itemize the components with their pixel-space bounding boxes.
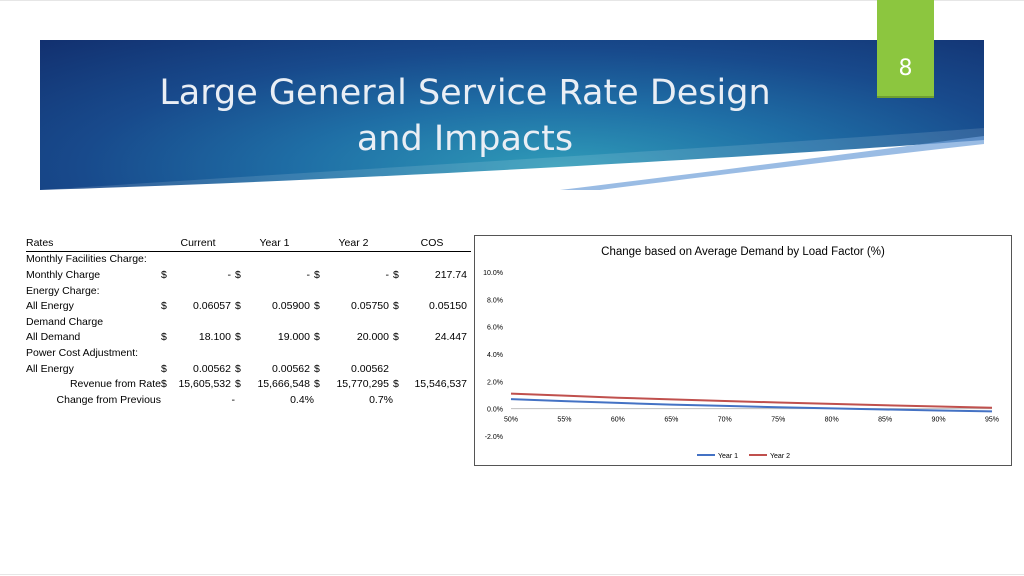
cell-value: 0.4% — [290, 393, 314, 406]
x-tick-label: 70% — [718, 417, 732, 424]
table-row: Demand Charge — [26, 314, 471, 330]
cell-value: 19.000 — [277, 331, 310, 344]
x-tick-label: 85% — [878, 417, 892, 424]
x-tick-label: 95% — [985, 417, 999, 424]
legend-label: Year 1 — [718, 453, 738, 460]
x-tick-label: 75% — [771, 417, 785, 424]
y-tick-label: 10.0% — [483, 270, 503, 277]
row-label: Revenue from Rate — [69, 378, 161, 391]
table-row: All Demand $18.100 $19.000 $20.000 $24.4… — [26, 331, 467, 344]
cell-value: 15,770,295 — [336, 378, 389, 391]
x-tick-label: 50% — [504, 417, 518, 424]
legend-label: Year 2 — [770, 453, 790, 460]
cell-value: 20.000 — [356, 331, 389, 344]
section-label: Power Cost Adjustment: — [26, 346, 139, 359]
cell-value: 15,546,537 — [414, 378, 467, 391]
page-number: 8 — [898, 56, 913, 81]
cell-value: - — [306, 268, 311, 281]
top-border — [0, 0, 1024, 1]
cell-value: 0.00562 — [272, 362, 310, 375]
cell-value: 0.05900 — [272, 300, 310, 313]
section-label: Energy Charge: — [26, 284, 100, 297]
row-label: All Demand — [26, 331, 81, 344]
table-row: All Energy $0.00562 $0.00562 $0.00562 — [26, 362, 389, 375]
x-tick-label: 55% — [557, 417, 571, 424]
row-label: Monthly Charge — [26, 268, 101, 281]
line-chart: Change based on Average Demand by Load F… — [483, 246, 999, 460]
series-line-year-2 — [510, 392, 993, 409]
header-cos: COS — [393, 235, 471, 252]
title-banner — [40, 40, 984, 190]
table-row: Revenue from Rate $15,605,532 $15,666,54… — [26, 376, 471, 392]
row-label: All Energy — [26, 362, 74, 375]
title-line-2: and Impacts — [356, 119, 574, 159]
table-header-row: Rates Current Year 1 Year 2 COS — [26, 235, 471, 252]
section-label: Monthly Facilities Charge: — [26, 253, 147, 266]
row-label: All Energy — [26, 300, 74, 313]
cell-value: 0.05750 — [351, 300, 389, 313]
page-number-tab: 8 — [877, 0, 934, 98]
y-tick-label: 8.0% — [487, 297, 503, 304]
bottom-border — [0, 574, 1024, 575]
header-rates: Rates — [26, 235, 161, 252]
chart-title: Change based on Average Demand by Load F… — [601, 246, 885, 258]
table-row: Energy Charge: — [26, 283, 471, 299]
x-tick-label: 80% — [825, 417, 839, 424]
row-label: Change from Previous — [56, 393, 161, 406]
title-line-1: Large General Service Rate Design — [159, 73, 771, 113]
table-row: Monthly Facilities Charge: — [26, 251, 471, 267]
cell-value: 15,605,532 — [178, 378, 231, 391]
y-tick-label: 4.0% — [487, 352, 503, 359]
table-row: Monthly Charge $ - $ - $ - $217.74 — [26, 268, 467, 281]
cell-value: 0.7% — [369, 393, 393, 406]
y-tick-label: 2.0% — [487, 379, 503, 386]
cell-value: 0.00562 — [193, 362, 231, 375]
table-row: Power Cost Adjustment: — [26, 345, 471, 361]
header-year2: Year 2 — [314, 235, 393, 252]
cell-value: - — [227, 268, 232, 281]
y-tick-label: 0.0% — [487, 407, 503, 414]
table-row: Change from Previous - 0.4% 0.7% — [26, 392, 471, 408]
x-tick-label: 60% — [611, 417, 625, 424]
series-line-year-1 — [510, 398, 993, 413]
cell-value: 24.447 — [434, 331, 467, 344]
x-tick-label: 65% — [664, 417, 678, 424]
rates-table: Rates Current Year 1 Year 2 COS Monthly … — [26, 235, 471, 408]
header-year1: Year 1 — [235, 235, 314, 252]
header-current: Current — [161, 235, 235, 252]
slide-title: Large General Service Rate Design and Im… — [90, 70, 840, 162]
cell-value: 217.74 — [434, 268, 467, 281]
cell-value: 0.06057 — [193, 300, 231, 313]
banner-swoosh — [40, 128, 984, 190]
chart-area: Change based on Average Demand by Load F… — [474, 235, 1012, 466]
cell-value: - — [231, 393, 236, 406]
cell-value: 0.05150 — [429, 300, 467, 313]
section-label: Demand Charge — [26, 315, 104, 328]
y-tick-label: 6.0% — [487, 325, 503, 332]
x-tick-label: 90% — [932, 417, 946, 424]
cell-value: 18.100 — [198, 331, 231, 344]
y-tick-label: -2.0% — [485, 434, 503, 441]
cell-value: - — [385, 268, 390, 281]
table-row: All Energy $0.06057 $0.05900 $0.05750 $0… — [26, 300, 467, 313]
cell-value: 0.00562 — [351, 362, 389, 375]
cell-value: 15,666,548 — [257, 378, 310, 391]
